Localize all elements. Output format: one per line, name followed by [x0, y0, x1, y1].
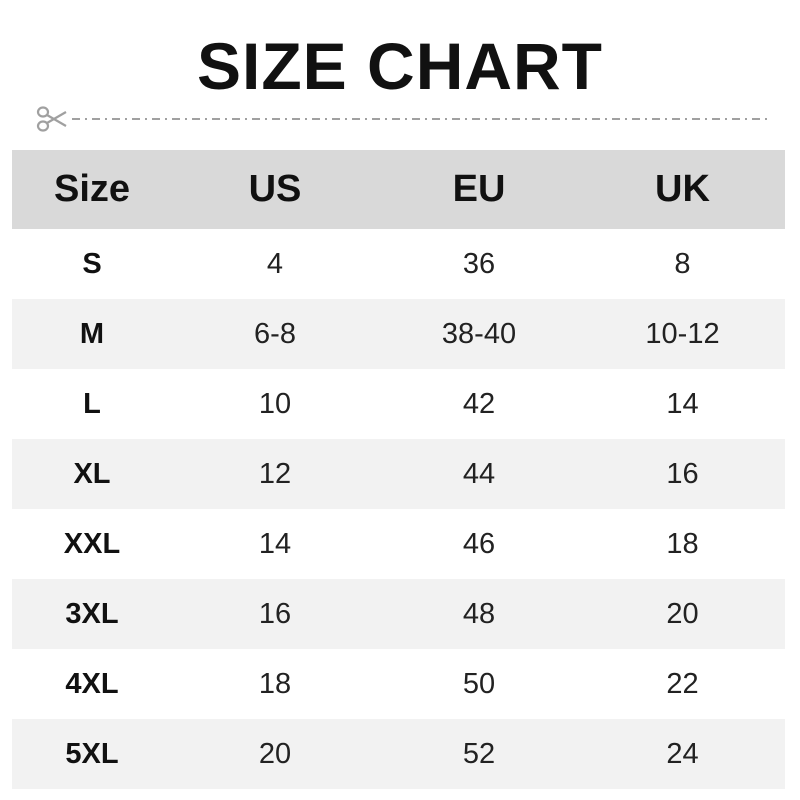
cell-us: 14: [258, 527, 292, 560]
cell-size: 3XL: [65, 597, 119, 630]
cell-uk: 14: [666, 387, 699, 420]
header-us: US: [248, 168, 302, 210]
header-eu: EU: [452, 168, 506, 210]
cell-uk: 10-12: [645, 317, 720, 350]
size-table: Size US EU UK S 4 36 8 M 6-8 38-40 10-12 L 10 42 14…: [12, 150, 785, 789]
table-row: XXL 14 46 18: [12, 509, 785, 579]
cell-us: 20: [258, 737, 292, 770]
cell-us: 4: [266, 247, 284, 280]
cell-us: 16: [258, 597, 292, 630]
table-row: S 4 36 8: [12, 229, 785, 299]
cell-uk: 18: [666, 527, 699, 560]
header-uk: UK: [655, 168, 710, 210]
header-size: Size: [53, 168, 131, 210]
cell-eu: 50: [462, 667, 496, 700]
cell-uk: 24: [666, 737, 699, 770]
cell-eu: 42: [462, 387, 496, 420]
scissors-icon: [36, 106, 67, 132]
cell-eu: 48: [462, 597, 496, 630]
cell-eu: 46: [462, 527, 496, 560]
table-header-row: Size US EU UK: [12, 150, 785, 229]
cell-us: 18: [258, 667, 292, 700]
cell-uk: 8: [674, 247, 691, 280]
page-title: SIZE CHART: [197, 29, 603, 103]
cell-us: 12: [258, 457, 292, 490]
cell-size: 5XL: [65, 737, 119, 770]
cell-size: L: [83, 387, 101, 420]
cell-eu: 44: [462, 457, 496, 490]
cell-size: S: [82, 247, 102, 280]
table-row: 5XL 20 52 24: [12, 719, 785, 789]
cell-size: XL: [73, 457, 111, 490]
table-row: M 6-8 38-40 10-12: [12, 299, 785, 369]
cell-uk: 22: [666, 667, 699, 700]
cell-uk: 16: [666, 457, 699, 490]
cell-size: XXL: [63, 527, 121, 560]
cell-us: 10: [258, 387, 292, 420]
cell-us: 6-8: [254, 317, 296, 350]
cell-eu: 38-40: [441, 317, 517, 350]
cell-size: 4XL: [65, 667, 119, 700]
table-row: XL 12 44 16: [12, 439, 785, 509]
cell-eu: 52: [462, 737, 496, 770]
cell-eu: 36: [462, 247, 496, 280]
cut-line: [36, 106, 769, 132]
table-row: L 10 42 14: [12, 369, 785, 439]
table-row: 4XL 18 50 22: [12, 649, 785, 719]
cell-size: M: [79, 317, 105, 350]
table-row: 3XL 16 48 20: [12, 579, 785, 649]
cell-uk: 20: [666, 597, 699, 630]
